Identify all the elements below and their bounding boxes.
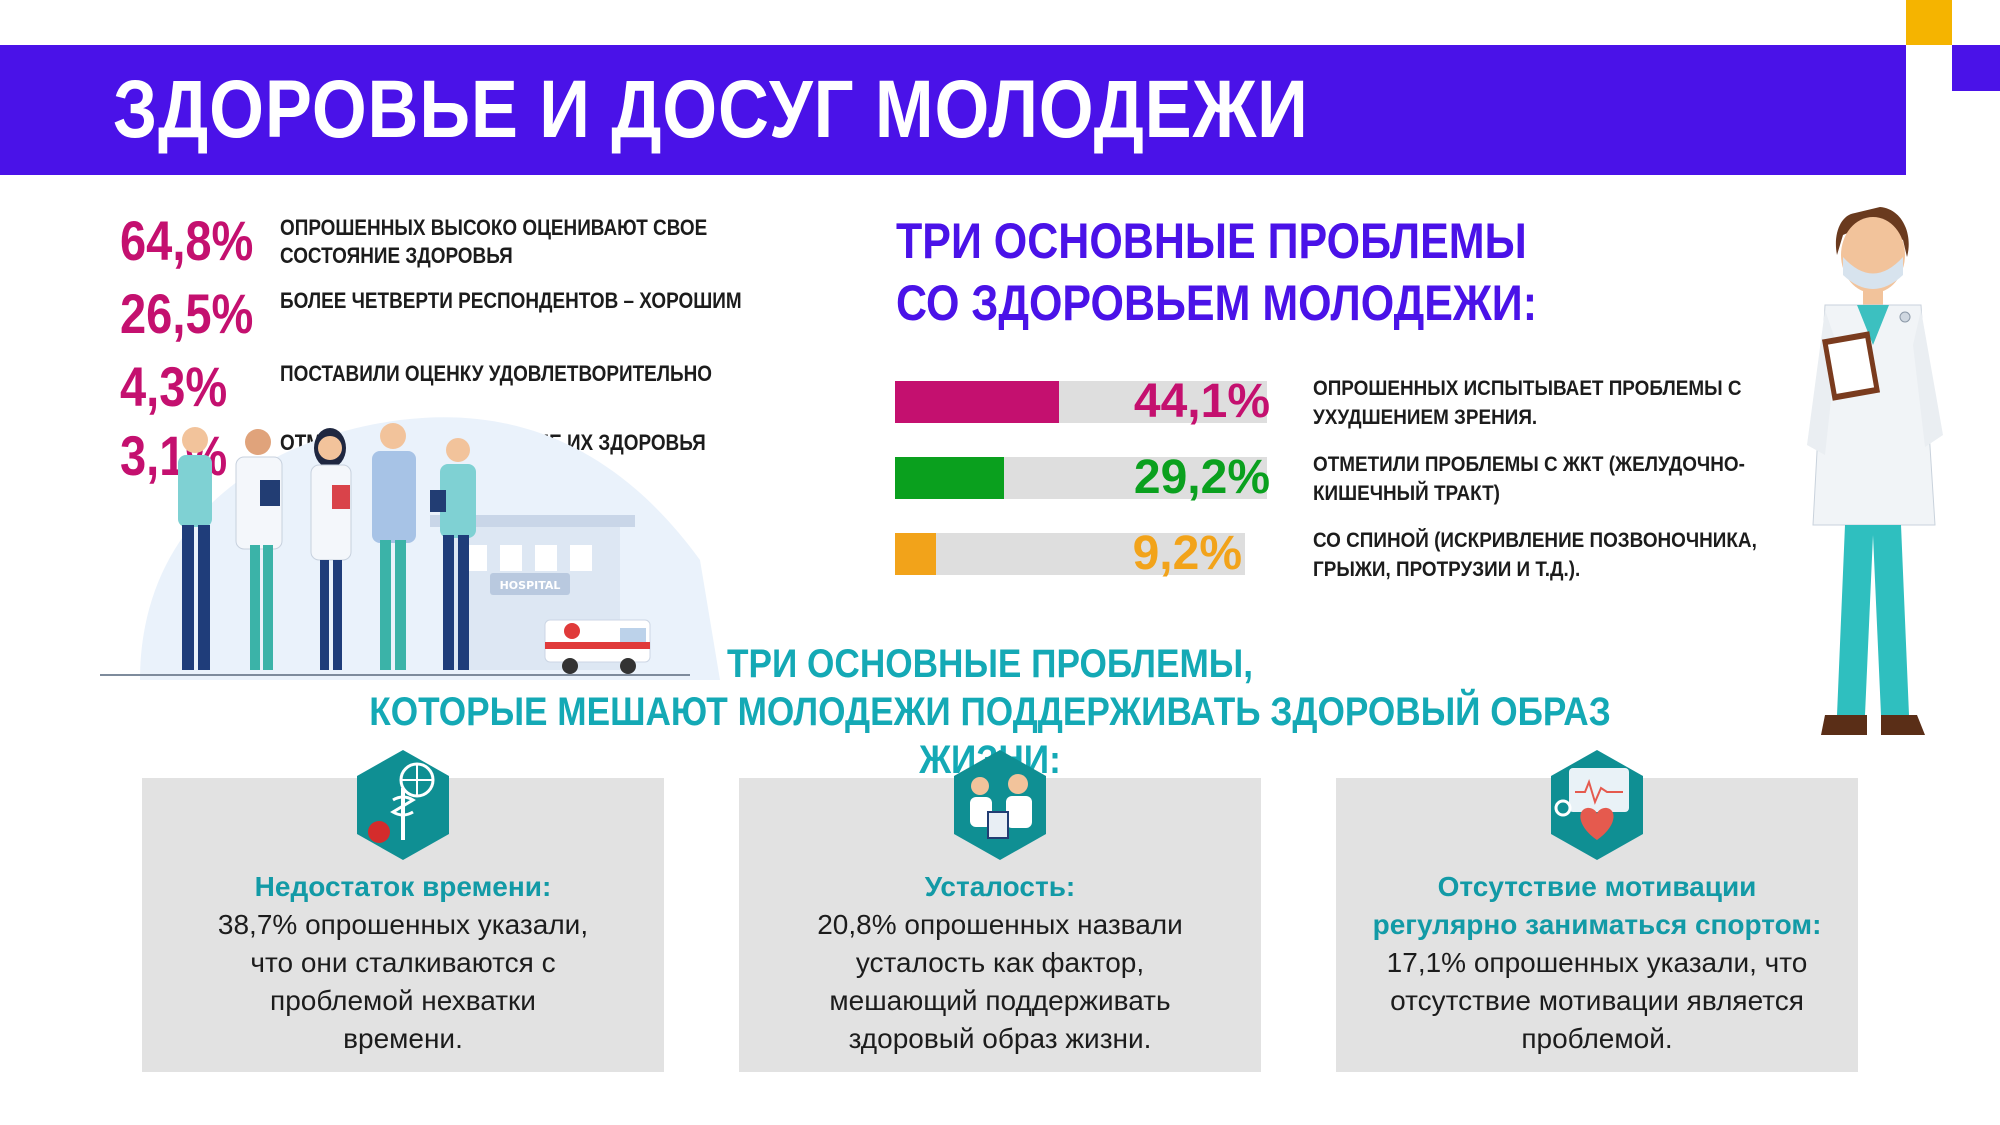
- barriers-heading: ТРИ ОСНОВНЫЕ ПРОБЛЕМЫ, КОТОРЫЕ МЕШАЮТ МО…: [330, 640, 1650, 784]
- stat-value: 26,5%: [120, 282, 254, 345]
- card-body-line: времени.: [343, 1023, 463, 1054]
- card-body-line: 38,7% опрошенных указали,: [217, 909, 589, 940]
- stat-item: 26,5% БОЛЕЕ ЧЕТВЕРТИ РЕСПОНДЕНТОВ – ХОРО…: [120, 283, 760, 345]
- stat-value: 4,3%: [120, 355, 228, 418]
- card-body-line: 17,1% опрошенных указали, что: [1386, 947, 1808, 978]
- barriers-heading-line: КОТОРЫЕ МЕШАЮТ МОЛОДЕЖИ ПОДДЕРЖИВАТЬ ЗДО…: [369, 690, 1611, 782]
- medical-globe-icon: [357, 750, 449, 860]
- bar-value: 29,2%: [1133, 451, 1270, 504]
- card-body-line: мешающий поддерживать: [829, 985, 1171, 1016]
- problems-heading-line: СО ЗДОРОВЬЕМ МОЛОДЕЖИ:: [896, 275, 1538, 331]
- bar-value: 9,2%: [1132, 527, 1242, 580]
- hospital-sign: HOSPITAL: [500, 579, 561, 592]
- doctor-illustration: [1807, 207, 1943, 735]
- stat-text: ОПРОШЕННЫХ ВЫСОКО ОЦЕНИВАЮТ СВОЕ СОСТОЯН…: [280, 215, 708, 268]
- problems-heading-line: ТРИ ОСНОВНЫЕ ПРОБЛЕМЫ: [896, 213, 1527, 269]
- barrier-card-time: Недостаток времени: 38,7% опрошенных ука…: [142, 750, 664, 1072]
- progress-bar-fill: [895, 381, 1059, 423]
- corner-accent-yellow: [1906, 0, 1952, 45]
- card-title: регулярно заниматься спортом:: [1372, 909, 1822, 940]
- ambulance-icon: [544, 619, 651, 674]
- card-body: 20,8% опрошенных назвали усталость как ф…: [749, 906, 1251, 1058]
- progress-bar-track: [895, 457, 1267, 499]
- stat-value: 64,8%: [120, 209, 254, 272]
- problem-bar-row: 44,1% ОПРОШЕННЫХ ИСПЫТЫВАЕТ ПРОБЛЕМЫ С У…: [895, 372, 1895, 432]
- problems-heading: ТРИ ОСНОВНЫЕ ПРОБЛЕМЫ СО ЗДОРОВЬЕМ МОЛОД…: [896, 210, 1537, 334]
- card-body-line: что они сталкиваются с: [250, 947, 556, 978]
- card-title: Недостаток времени:: [254, 871, 552, 902]
- barriers-heading-line: ТРИ ОСНОВНЫЕ ПРОБЛЕМЫ,: [726, 642, 1254, 686]
- doctors-team-icon: [954, 750, 1046, 860]
- card-body-line: отсутствие мотивации является: [1390, 985, 1804, 1016]
- corner-accent-blue: [1952, 45, 2000, 91]
- heart-monitor-icon: [1551, 750, 1643, 860]
- progress-bar-track: [895, 533, 1245, 575]
- card-body-line: 20,8% опрошенных назвали: [817, 909, 1183, 940]
- card-body: 38,7% опрошенных указали, что они сталки…: [152, 906, 654, 1058]
- doctor-figure: [310, 428, 352, 670]
- bar-value: 44,1%: [1133, 375, 1270, 428]
- bar-description: ОТМЕТИЛИ ПРОБЛЕМЫ С ЖКТ (ЖЕЛУДОЧНО-КИШЕЧ…: [1313, 453, 1745, 505]
- card-title: Усталость:: [924, 871, 1076, 902]
- card-body: 17,1% опрошенных указали, что отсутствие…: [1346, 944, 1848, 1058]
- barrier-card-motivation: Отсутствие мотивации регулярно заниматьс…: [1336, 750, 1858, 1072]
- stat-text: БОЛЕЕ ЧЕТВЕРТИ РЕСПОНДЕНТОВ – ХОРОШИМ: [280, 288, 742, 313]
- card-title: Отсутствие мотивации: [1437, 871, 1757, 902]
- problem-bar-row: 9,2% СО СПИНОЙ (ИСКРИВЛЕНИЕ ПОЗВОНОЧНИКА…: [895, 524, 1895, 584]
- progress-bar-fill: [895, 457, 1004, 499]
- doctor-figure: [178, 427, 212, 670]
- doctor-figure: [430, 438, 476, 670]
- problem-bar-row: 29,2% ОТМЕТИЛИ ПРОБЛЕМЫ С ЖКТ (ЖЕЛУДОЧНО…: [895, 448, 1895, 508]
- bar-description: ОПРОШЕННЫХ ИСПЫТЫВАЕТ ПРОБЛЕМЫ С УХУДШЕН…: [1313, 377, 1742, 429]
- doctor-figure: [235, 429, 283, 670]
- progress-bar-fill: [895, 533, 936, 575]
- medical-staff-illustration: HOSPITAL: [100, 417, 720, 680]
- doctor-figure: [372, 423, 416, 670]
- stat-item: 64,8% ОПРОШЕННЫХ ВЫСОКО ОЦЕНИВАЮТ СВОЕ С…: [120, 210, 760, 272]
- barrier-card-fatigue: Усталость: 20,8% опрошенных назвали уста…: [739, 750, 1261, 1072]
- card-body-line: проблемой нехватки: [270, 985, 536, 1016]
- page-title: ЗДОРОВЬЕ И ДОСУГ МОЛОДЕЖИ: [113, 64, 1309, 155]
- header-bar: ЗДОРОВЬЕ И ДОСУГ МОЛОДЕЖИ: [0, 45, 1906, 175]
- stat-text: ПОСТАВИЛИ ОЦЕНКУ УДОВЛЕТВОРИТЕЛЬНО: [280, 361, 713, 386]
- card-body-line: здоровый образ жизни.: [848, 1023, 1152, 1054]
- progress-bar-track: [895, 381, 1267, 423]
- bar-description: СО СПИНОЙ (ИСКРИВЛЕНИЕ ПОЗВОНОЧНИКА, ГРЫ…: [1313, 529, 1757, 581]
- card-body-line: усталость как фактор,: [855, 947, 1145, 978]
- card-body-line: проблемой.: [1521, 1023, 1673, 1054]
- stat-item: 4,3% ПОСТАВИЛИ ОЦЕНКУ УДОВЛЕТВОРИТЕЛЬНО: [120, 356, 760, 418]
